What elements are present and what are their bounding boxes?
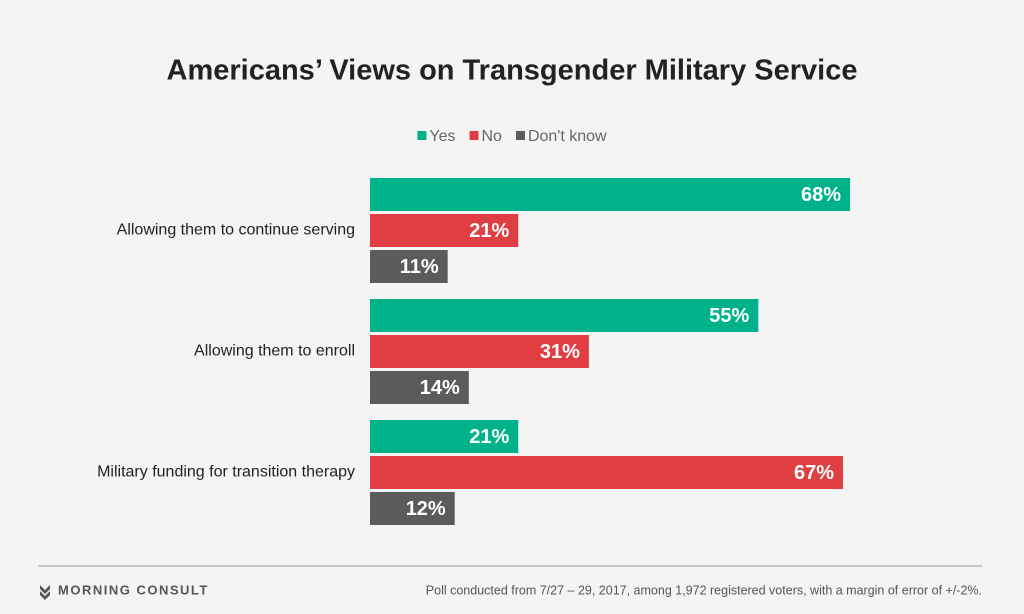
value-label: 31%	[540, 341, 580, 363]
category-label: Military funding for transition therapy	[97, 464, 355, 481]
bar	[370, 250, 448, 283]
chart-title: Americans’ Views on Transgender Military…	[167, 55, 858, 87]
legend-label: No	[482, 128, 503, 145]
value-label: 14%	[420, 377, 460, 399]
value-label: 21%	[469, 220, 509, 242]
bar	[370, 371, 469, 404]
logo: MORNING CONSULT	[58, 582, 209, 597]
legend-swatch	[515, 131, 525, 140]
category-label: Allowing them to continue serving	[117, 222, 355, 239]
bar	[370, 214, 519, 247]
value-label: 21%	[469, 426, 509, 448]
value-label: 11%	[400, 256, 439, 278]
bar	[370, 420, 519, 453]
source-note: Poll conducted from 7/27 – 29, 2017, amo…	[426, 583, 982, 597]
bar	[370, 456, 844, 489]
legend-label: Yes	[429, 128, 455, 145]
legend-swatch	[469, 131, 479, 140]
legend-label: Don't know	[528, 128, 607, 145]
legend-swatch	[417, 131, 427, 140]
category-label: Allowing them to enroll	[194, 343, 355, 360]
bar	[370, 492, 455, 525]
value-label: 12%	[406, 498, 446, 520]
bar	[370, 178, 851, 211]
bar	[370, 299, 759, 332]
logo-icon	[40, 585, 50, 600]
value-label: 67%	[794, 462, 834, 484]
value-label: 55%	[709, 305, 749, 327]
bar	[370, 335, 589, 368]
value-label: 68%	[801, 184, 841, 206]
